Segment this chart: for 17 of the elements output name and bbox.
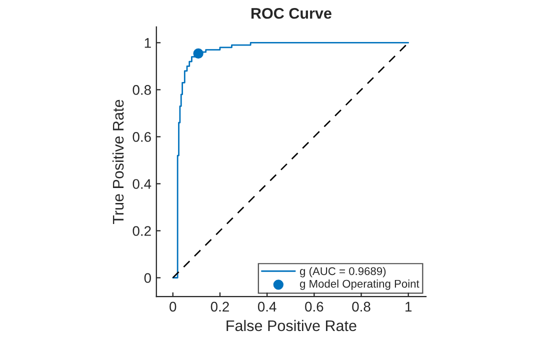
legend-label: g (AUC = 0.9689) bbox=[300, 266, 386, 278]
y-tick-label: 0.8 bbox=[132, 85, 151, 95]
x-axis-title: False Positive Rate bbox=[226, 320, 356, 332]
x-tick-label: 0.6 bbox=[305, 302, 324, 312]
x-tick-label: 0.4 bbox=[258, 302, 276, 312]
y-tick-label: 0.2 bbox=[132, 226, 151, 236]
y-tick-label: 0.6 bbox=[132, 132, 151, 142]
y-tick-label: 0.4 bbox=[132, 179, 152, 189]
x-tick-label: 0 bbox=[170, 302, 176, 312]
y-tick-label: 1 bbox=[144, 38, 151, 48]
y-axis-title: True Positive Rate bbox=[112, 100, 124, 224]
legend-label: g Model Operating Point bbox=[300, 280, 420, 290]
chart-title: ROC Curve bbox=[251, 8, 332, 19]
y-tick-label: 0 bbox=[144, 273, 151, 283]
x-tick-label: 1 bbox=[406, 302, 412, 312]
x-tick-label: 0.2 bbox=[210, 302, 229, 312]
x-tick-label: 0.8 bbox=[352, 302, 370, 312]
